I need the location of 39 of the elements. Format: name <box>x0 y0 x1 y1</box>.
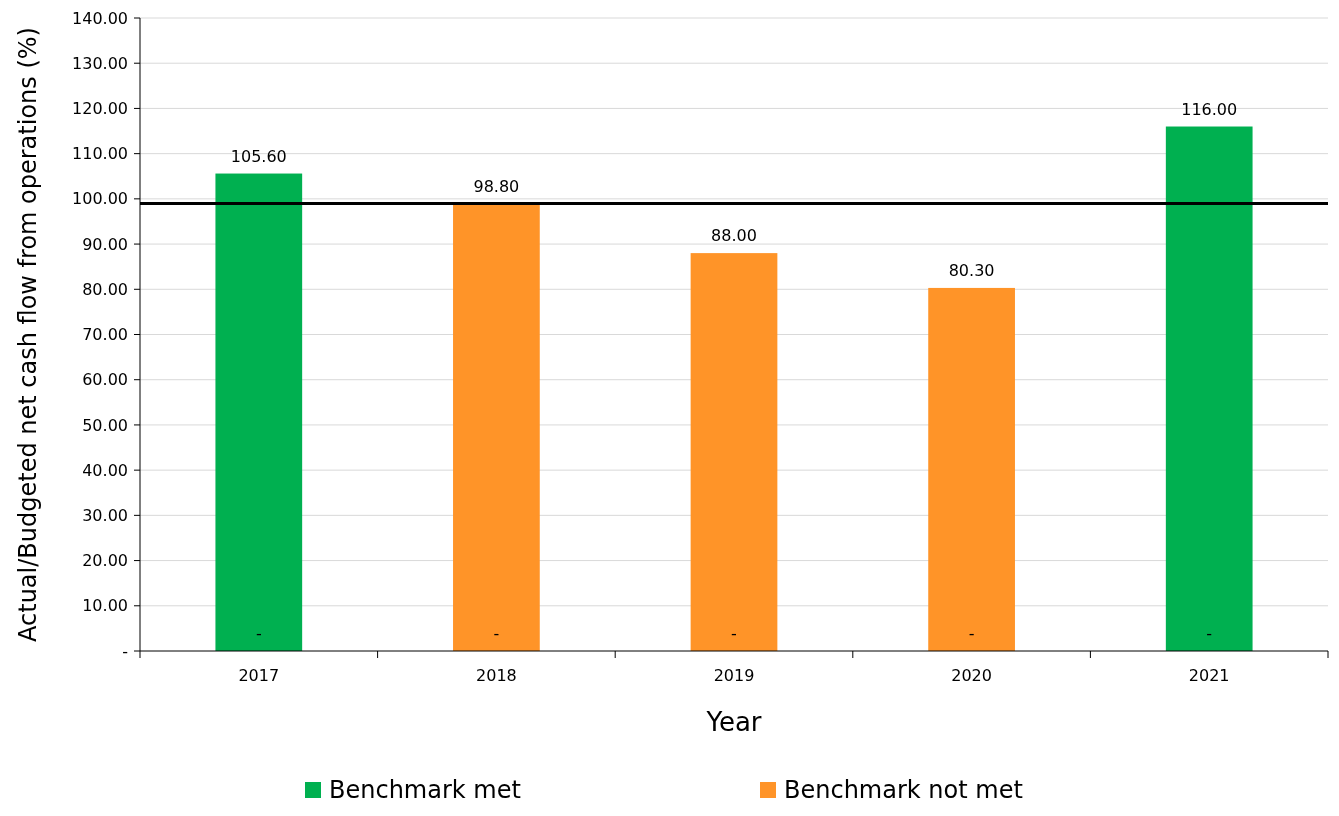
y-tick-label: 80.00 <box>82 279 128 299</box>
data-label: 88.00 <box>711 226 757 246</box>
data-label: 116.00 <box>1181 99 1238 119</box>
y-tick-label: 90.00 <box>82 234 128 254</box>
data-label: - <box>493 624 500 643</box>
data-label: - <box>731 624 737 643</box>
x-tick-label: 2021 <box>1188 666 1230 685</box>
y-axis-title: Actual/Budgeted net cash flow from operations (%) <box>14 27 42 642</box>
data-label: - <box>1206 624 1213 643</box>
y-tick-label: - <box>122 641 128 661</box>
y-tick-label: 20.00 <box>82 551 128 571</box>
bar <box>453 204 540 651</box>
data-label: 105.60 <box>230 146 287 166</box>
y-tick-label: 120.00 <box>72 99 128 119</box>
legend-label: Benchmark not met <box>784 776 1023 805</box>
y-tick-label: 10.00 <box>82 596 128 616</box>
y-tick-label: 130.00 <box>72 53 128 73</box>
x-tick-label: 2017 <box>238 666 280 685</box>
y-tick-label: 50.00 <box>82 415 128 435</box>
data-label: - <box>255 624 262 643</box>
y-tick-label: 60.00 <box>82 370 128 390</box>
y-tick-label: 110.00 <box>72 144 128 164</box>
y-tick-label: 40.00 <box>82 460 128 480</box>
bar <box>690 253 778 651</box>
y-tick-label: 100.00 <box>72 189 128 209</box>
x-tick-label: 2019 <box>713 666 755 685</box>
bar <box>928 287 1015 651</box>
bar <box>1165 126 1253 651</box>
y-tick-label: 30.00 <box>82 505 128 525</box>
x-tick-label: 2020 <box>951 666 992 685</box>
y-tick-label: 140.00 <box>72 8 128 28</box>
data-label: 98.80 <box>473 177 520 197</box>
y-tick-label: 70.00 <box>82 325 128 345</box>
legend-label: Benchmark met <box>329 776 521 805</box>
x-axis-title: Year <box>705 707 762 737</box>
x-tick-label: 2018 <box>476 666 517 685</box>
data-label: - <box>968 624 975 643</box>
bar <box>215 173 303 651</box>
data-label: 80.30 <box>948 260 995 280</box>
